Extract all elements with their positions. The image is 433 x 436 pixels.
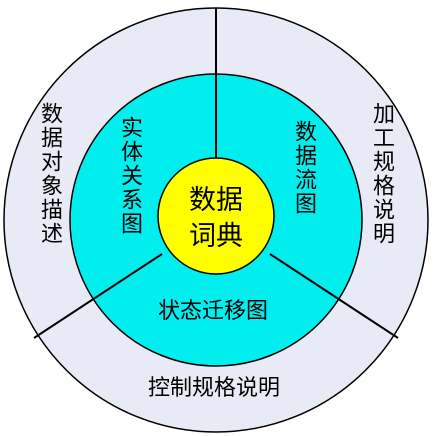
middle-label-bottom: 状态迁移图 bbox=[158, 299, 269, 324]
center-label-line1: 数据 bbox=[189, 185, 243, 216]
outer-label-right: 加工规格说明 bbox=[369, 102, 394, 246]
center-circle bbox=[157, 157, 275, 275]
middle-label-left: 实体关系图 bbox=[117, 116, 142, 236]
center-label-line2: 词典 bbox=[189, 221, 243, 252]
divider-right bbox=[269, 253, 399, 339]
outer-label-bottom: 控制规格说明 bbox=[148, 376, 281, 401]
divider-left bbox=[33, 253, 163, 339]
middle-label-right: 数据流图 bbox=[291, 120, 316, 216]
outer-label-left: 数据对象描述 bbox=[37, 102, 62, 246]
